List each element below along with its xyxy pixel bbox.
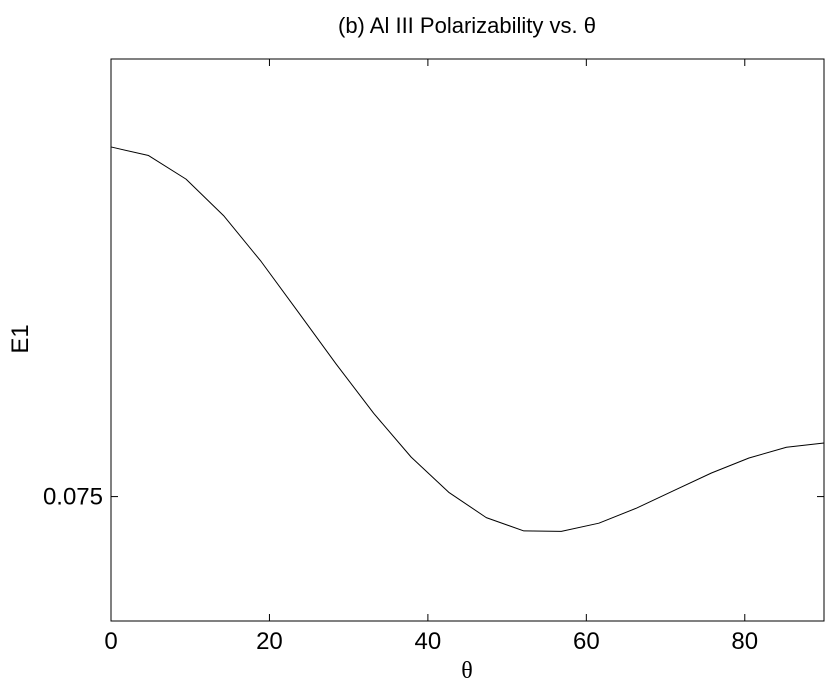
y-axis-ticks: 0.075 [43, 484, 824, 511]
y-axis-label: E1 [7, 324, 34, 353]
series-layer [110, 146, 825, 532]
plot-area [110, 58, 825, 622]
series-line [110, 146, 825, 532]
x-tick-label: 40 [415, 628, 442, 655]
y-tick-label: 0.075 [43, 484, 103, 511]
chart-title: (b) Al III Polarizability vs. θ [338, 13, 596, 38]
x-axis-ticks: 0 20 40 60 80 [104, 59, 758, 655]
x-tick-label: 60 [573, 628, 600, 655]
x-tick-label: 80 [731, 628, 758, 655]
x-tick-label: 20 [256, 628, 283, 655]
x-tick-label: 0 [104, 628, 117, 655]
x-axis-label: θ [461, 658, 473, 684]
